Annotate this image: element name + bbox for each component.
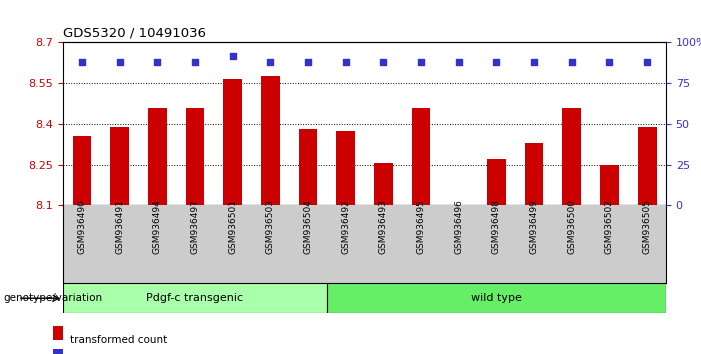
Bar <box>63 283 327 313</box>
Bar <box>600 165 619 205</box>
Point <box>302 59 313 65</box>
Text: wild type: wild type <box>471 293 522 303</box>
Bar <box>186 108 205 205</box>
Bar <box>562 108 581 205</box>
Point <box>453 59 464 65</box>
Point <box>265 59 276 65</box>
Bar <box>327 283 666 313</box>
Point <box>114 59 125 65</box>
Bar <box>638 127 657 205</box>
Point <box>76 59 88 65</box>
Point <box>416 59 427 65</box>
Bar <box>299 129 318 205</box>
Bar <box>261 76 280 205</box>
Bar <box>148 108 167 205</box>
Point <box>529 59 540 65</box>
Point <box>227 53 238 58</box>
Text: transformed count: transformed count <box>70 335 168 344</box>
Text: genotype/variation: genotype/variation <box>4 293 102 303</box>
Bar <box>411 108 430 205</box>
Point <box>604 59 615 65</box>
Bar <box>72 136 91 205</box>
Bar <box>524 143 543 205</box>
Point <box>340 59 351 65</box>
Bar <box>110 127 129 205</box>
Point <box>189 59 200 65</box>
Point <box>491 59 502 65</box>
Point <box>566 59 578 65</box>
Point <box>378 59 389 65</box>
Bar <box>374 163 393 205</box>
Bar <box>336 131 355 205</box>
Point <box>151 59 163 65</box>
Point <box>641 59 653 65</box>
Text: Pdgf-c transgenic: Pdgf-c transgenic <box>147 293 243 303</box>
Bar <box>487 159 506 205</box>
Text: GDS5320 / 10491036: GDS5320 / 10491036 <box>63 27 206 40</box>
Bar <box>223 79 242 205</box>
